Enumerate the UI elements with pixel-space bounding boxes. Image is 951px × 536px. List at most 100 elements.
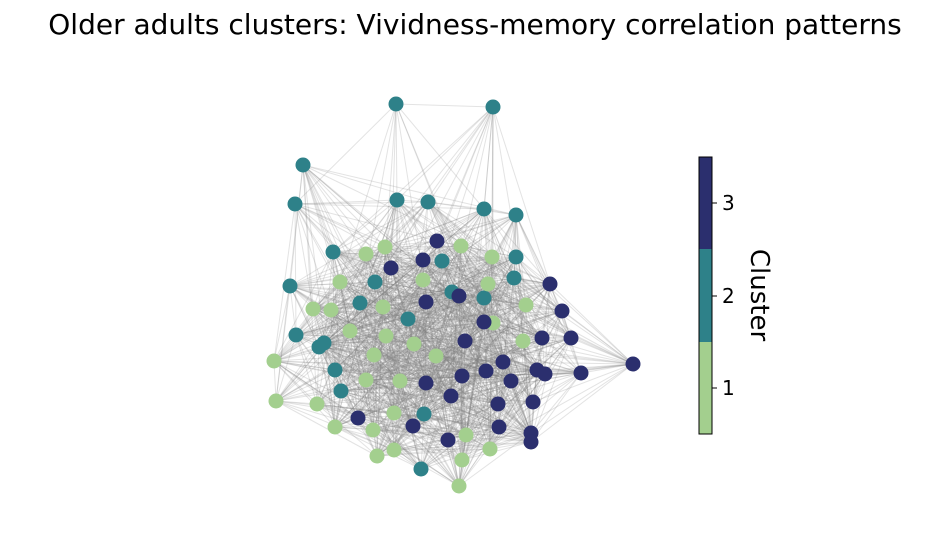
network-edge (407, 318, 425, 415)
colorbar: 3 2 1 Cluster (698, 156, 774, 435)
network-edge (384, 246, 453, 293)
network-edge (464, 340, 512, 382)
network-edge (513, 277, 546, 375)
network-edge (273, 360, 487, 372)
network-edge (374, 281, 489, 285)
network-node-cluster-1 (375, 299, 391, 315)
network-edge (289, 285, 375, 356)
network-edge (483, 321, 491, 450)
network-edge (420, 426, 500, 470)
network-edge (465, 373, 546, 436)
network-edge (393, 301, 427, 414)
network-edge (332, 199, 398, 253)
network-edge (393, 412, 532, 434)
network-node-cluster-3 (537, 366, 553, 382)
network-edge (451, 291, 543, 339)
network-edge (435, 355, 532, 434)
network-edge (365, 253, 375, 356)
network-edge (487, 283, 534, 403)
network-edge (515, 256, 572, 339)
network-edge (483, 208, 527, 306)
network-edge (295, 297, 485, 336)
network-edge (384, 246, 409, 320)
network-edge (465, 322, 494, 436)
network-edge (422, 208, 485, 281)
network-edge (464, 208, 485, 342)
network-edge (532, 363, 634, 403)
network-edge (275, 400, 378, 457)
network-edge (334, 369, 422, 470)
network-edge (318, 301, 427, 348)
network-edge (332, 251, 489, 285)
network-edge (384, 246, 504, 363)
network-edge (502, 361, 532, 434)
network-node-cluster-2 (327, 362, 343, 378)
network-edge (420, 434, 467, 470)
network-edge (323, 342, 504, 363)
network-node-cluster-1 (309, 396, 325, 412)
network-edge (294, 203, 438, 242)
network-edge (372, 343, 415, 431)
network-edge (359, 302, 375, 356)
network-edge (420, 382, 427, 470)
network-edge (349, 297, 485, 332)
network-edge (334, 369, 512, 382)
network-edge (461, 375, 467, 436)
network-edge (373, 354, 395, 414)
network-edge (423, 413, 500, 428)
network-node-cluster-2 (413, 461, 429, 477)
network-node-cluster-1 (406, 336, 422, 352)
network-edge (349, 256, 517, 332)
network-edge (295, 334, 342, 392)
network-edge (372, 403, 499, 431)
network-edge (385, 321, 485, 337)
network-edge (515, 214, 563, 312)
network-edge (373, 354, 463, 377)
network-edge (483, 208, 515, 279)
network-edge (420, 295, 460, 470)
network-edge (460, 245, 491, 450)
network-edge (365, 379, 499, 405)
network-edge (302, 164, 336, 428)
network-edge (427, 201, 443, 262)
network-edge (525, 304, 532, 434)
network-edge (485, 370, 532, 443)
network-edge (384, 245, 462, 248)
network-edge (359, 302, 546, 375)
network-edge (385, 335, 452, 397)
network-edge (318, 346, 336, 428)
network-edge (289, 281, 376, 287)
network-edge (450, 322, 494, 397)
network-edge (357, 337, 543, 419)
network-edge (460, 245, 489, 285)
network-edge (374, 281, 543, 339)
network-edge (334, 369, 395, 414)
network-edge (312, 267, 392, 310)
network-edge (483, 208, 546, 375)
network-edge (349, 330, 466, 342)
network-edge (461, 426, 500, 461)
network-edge (332, 251, 401, 382)
network-edge (372, 429, 449, 441)
network-edge (423, 375, 463, 415)
network-edge (483, 283, 551, 323)
network-edge (532, 310, 563, 403)
network-edge (460, 245, 546, 375)
network-node-cluster-3 (625, 356, 641, 372)
network-edge (359, 279, 424, 304)
network-edge (465, 380, 512, 436)
network-edge (483, 277, 515, 323)
network-node-cluster-2 (476, 290, 492, 306)
network-edge (390, 260, 443, 269)
network-node-cluster-3 (454, 368, 470, 384)
network-edge (330, 309, 415, 345)
network-edge (376, 245, 462, 457)
network-edge (390, 267, 551, 285)
network-edge (372, 318, 409, 431)
network-edge (497, 340, 524, 405)
network-edge (273, 251, 334, 362)
network-edge (359, 291, 453, 304)
network-edge (312, 208, 485, 310)
network-edge (359, 302, 437, 357)
network-edge (427, 201, 524, 342)
